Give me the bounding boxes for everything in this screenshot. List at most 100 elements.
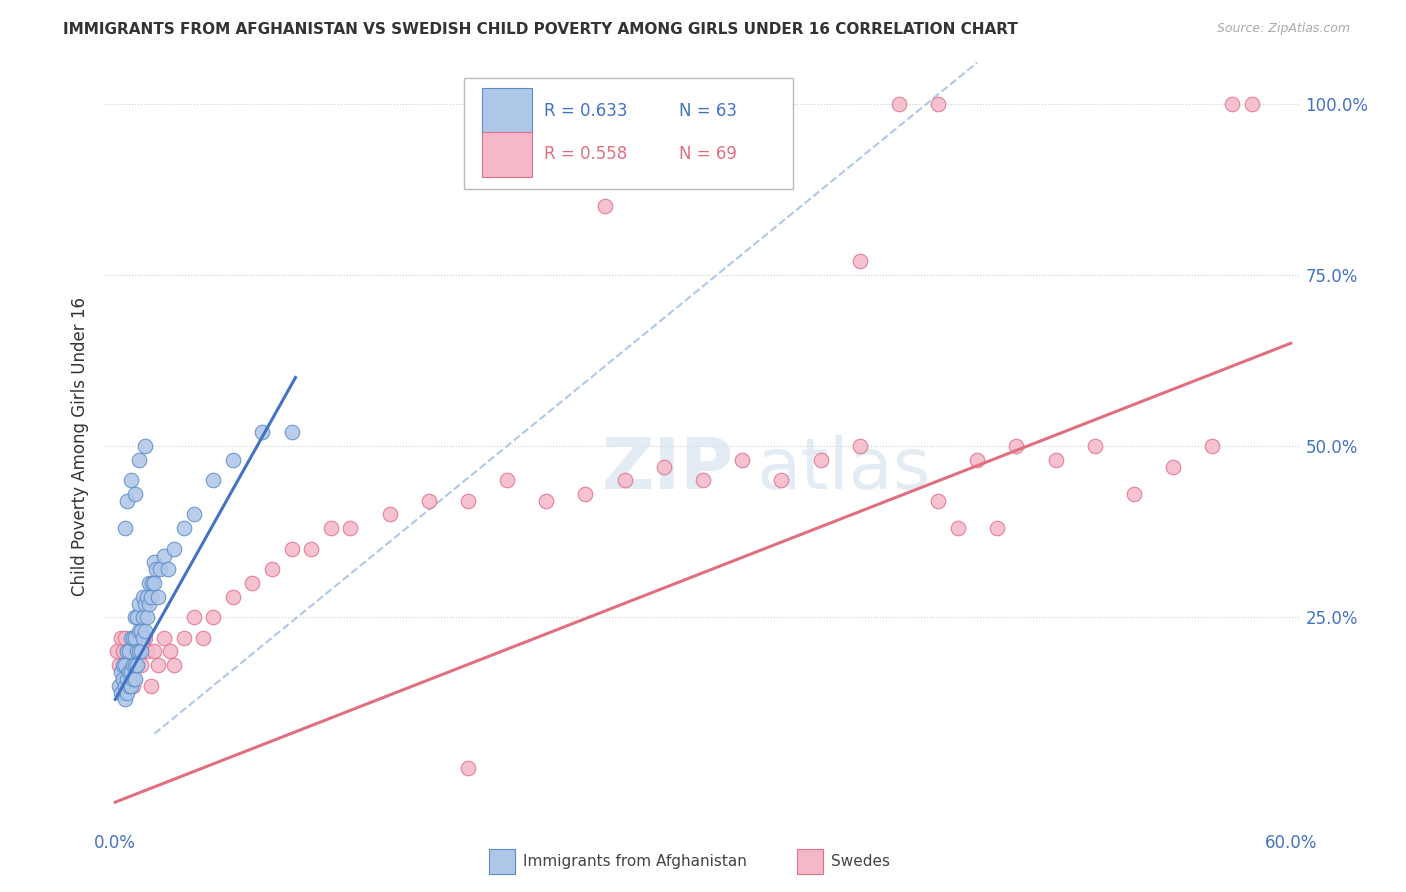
Point [536,493,558,508]
Point [120,631,142,645]
Point [118,679,141,693]
Point [222,590,245,604]
Point [1240,96,1263,111]
Point [114,521,136,535]
Point [115,493,138,508]
Point [242,576,264,591]
Point [193,631,215,645]
Point [148,590,170,604]
Point [163,541,186,556]
Point [141,576,163,591]
Point [120,644,142,658]
Point [122,658,145,673]
Point [122,679,145,693]
Point [986,521,1008,535]
Point [131,590,153,604]
Bar [489,849,515,874]
Point [115,644,138,658]
Point [120,473,142,487]
Point [1005,439,1028,453]
Point [124,672,146,686]
Point [134,624,156,638]
Point [183,610,205,624]
Point [173,521,195,535]
Point [139,679,162,693]
Point [128,644,150,658]
Text: N = 63: N = 63 [679,102,737,120]
Point [125,658,148,673]
Point [145,562,167,576]
Point [339,521,361,535]
Point [125,610,148,624]
Point [114,631,136,645]
FancyBboxPatch shape [464,78,793,189]
Point [731,452,754,467]
Point [138,597,160,611]
FancyBboxPatch shape [482,88,531,134]
Point [122,672,145,686]
Point [173,631,195,645]
Point [139,590,162,604]
Point [115,672,138,686]
Point [652,459,675,474]
Point [319,521,342,535]
Text: R = 0.633: R = 0.633 [544,102,627,120]
Bar [797,849,823,874]
Point [148,658,170,673]
Point [112,672,135,686]
Text: Immigrants from Afghanistan: Immigrants from Afghanistan [523,855,747,869]
Point [108,679,131,693]
Point [129,644,152,658]
Point [887,96,910,111]
Text: IMMIGRANTS FROM AFGHANISTAN VS SWEDISH CHILD POVERTY AMONG GIRLS UNDER 16 CORREL: IMMIGRANTS FROM AFGHANISTAN VS SWEDISH C… [63,22,1018,37]
Point [299,541,322,556]
Point [496,473,519,487]
Point [128,644,150,658]
Point [848,254,870,268]
Point [222,452,245,467]
Point [149,562,172,576]
Point [143,576,166,591]
Point [260,562,283,576]
Point [120,665,142,679]
Point [124,658,146,673]
Text: R = 0.558: R = 0.558 [544,145,627,163]
Point [593,199,616,213]
FancyBboxPatch shape [482,132,531,178]
Point [280,541,302,556]
Point [114,692,136,706]
Text: Swedes: Swedes [831,855,890,869]
Point [128,624,150,638]
Point [946,521,969,535]
Point [122,631,145,645]
Point [134,631,156,645]
Point [927,96,949,111]
Point [131,631,153,645]
Point [124,631,146,645]
Point [848,439,870,453]
Point [143,644,166,658]
Point [120,679,142,693]
Point [118,679,141,693]
Point [125,658,148,673]
Point [159,644,181,658]
Point [118,644,141,658]
Point [378,508,401,522]
Point [1123,487,1146,501]
Point [1161,459,1184,474]
Point [128,452,150,467]
Point [1201,439,1223,453]
Point [125,644,148,658]
Point [110,685,132,699]
Point [1045,452,1067,467]
Point [927,493,949,508]
Point [1084,439,1107,453]
Point [112,644,135,658]
Point [108,658,131,673]
Text: ZIP: ZIP [602,434,734,503]
Point [110,665,132,679]
Point [138,576,160,591]
Point [118,658,141,673]
Point [110,679,132,693]
Y-axis label: Child Poverty Among Girls Under 16: Child Poverty Among Girls Under 16 [72,296,90,596]
